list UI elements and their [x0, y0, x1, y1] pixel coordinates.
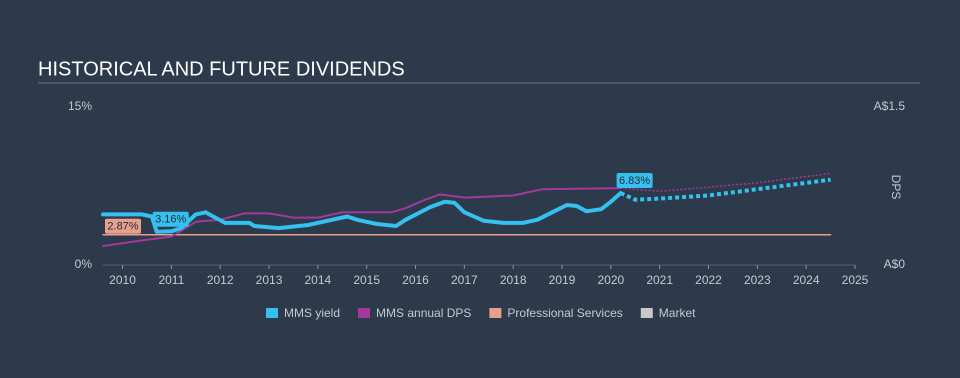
x-tick-label: 2019 [549, 273, 576, 287]
legend-swatch [640, 308, 653, 318]
x-tick-label: 2010 [109, 273, 136, 287]
y-tick-label: 15% [68, 99, 92, 113]
legend-swatch [489, 308, 502, 318]
series-line [102, 187, 622, 247]
x-tick-label: 2020 [597, 273, 624, 287]
legend-label: Market [659, 306, 696, 320]
x-tick-label: 2012 [207, 273, 234, 287]
x-tick-label: 2022 [695, 273, 722, 287]
annotation-box [152, 211, 189, 227]
legend-swatch [358, 308, 371, 318]
x-tick-label: 2014 [305, 273, 332, 287]
y2-tick-label: A$0 [884, 257, 906, 271]
x-tick-label: 2023 [744, 273, 771, 287]
annotation-label: 3.16% [155, 214, 186, 226]
forecast-line [619, 177, 831, 202]
annotation-box [616, 173, 653, 189]
annotation-box [105, 218, 141, 234]
y2-axis-label: DPS [889, 175, 903, 200]
series-line [101, 191, 623, 234]
legend-swatch [266, 308, 278, 318]
legend-label: MMS annual DPS [376, 306, 471, 320]
x-tick-label: 2025 [842, 273, 869, 287]
legend-label: MMS yield [284, 306, 340, 320]
annotation-label: 6.83% [619, 175, 650, 187]
x-tick-label: 2015 [353, 273, 380, 287]
x-tick-label: 2013 [256, 273, 283, 287]
forecast-line [620, 172, 831, 193]
x-tick-label: 2016 [402, 273, 429, 287]
y-tick-label: 0% [75, 257, 93, 271]
y2-tick-label: A$1.5 [874, 99, 906, 113]
x-tick-label: 2018 [500, 273, 527, 287]
x-tick-label: 2024 [793, 273, 820, 287]
annotation-label: 2.87% [107, 221, 138, 233]
x-tick-label: 2011 [158, 273, 184, 287]
legend-label: Professional Services [507, 306, 622, 320]
x-tick-label: 2017 [451, 273, 478, 287]
x-tick-label: 2021 [646, 273, 673, 287]
chart-title: HISTORICAL AND FUTURE DIVIDENDS [38, 58, 405, 80]
